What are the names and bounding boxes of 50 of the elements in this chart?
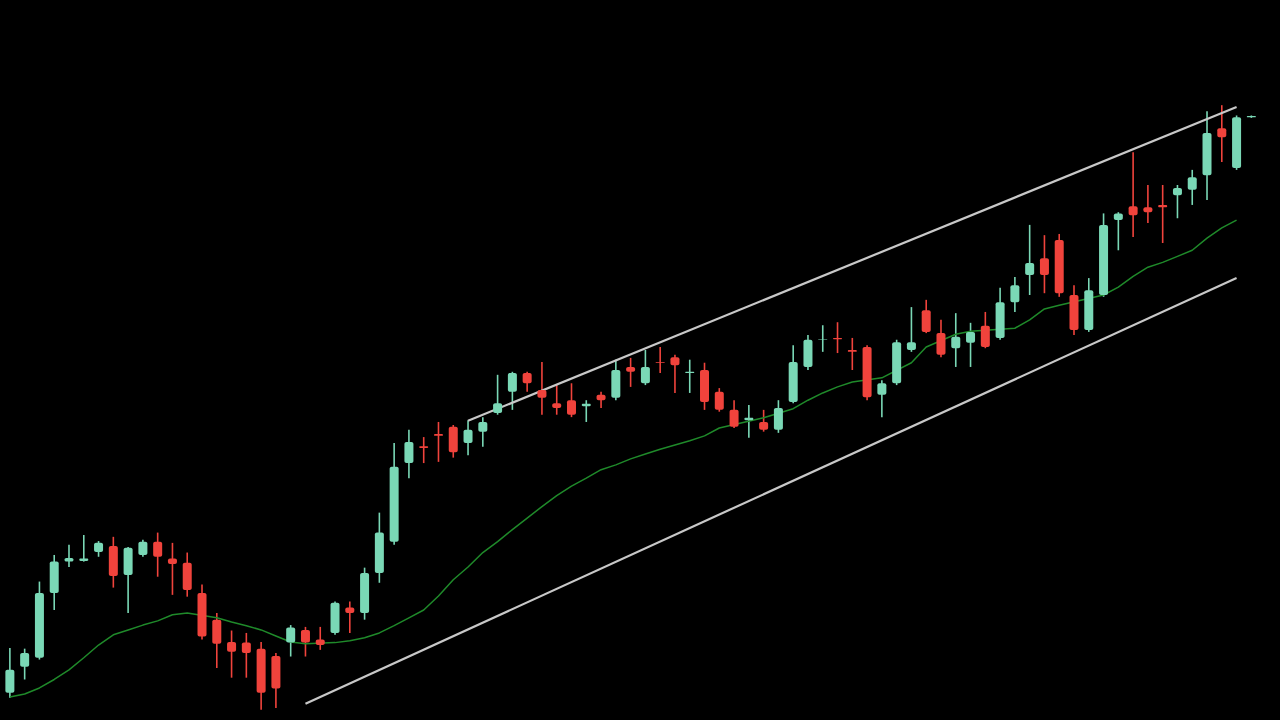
candlestick	[1128, 151, 1138, 238]
candlestick	[1113, 211, 1123, 252]
candlestick	[64, 543, 74, 568]
candlestick	[1039, 234, 1049, 294]
candlestick	[20, 647, 30, 681]
candlestick	[626, 357, 636, 388]
candlestick	[507, 370, 517, 411]
candlestick	[921, 299, 931, 334]
candlestick	[655, 346, 665, 374]
candlestick	[1158, 184, 1168, 244]
candlestick	[729, 399, 739, 429]
candlestick	[759, 409, 769, 433]
candlestick	[300, 626, 310, 658]
candlestick	[433, 421, 443, 463]
candlestick	[286, 624, 296, 658]
candlestick	[419, 436, 429, 464]
candlestick	[670, 354, 680, 394]
candlestick	[640, 349, 650, 386]
candlestick	[1217, 104, 1227, 163]
candlestick	[818, 324, 828, 353]
candlestick	[537, 361, 547, 416]
candlestick	[1010, 276, 1020, 313]
candlestick	[493, 374, 503, 416]
candlestick	[1143, 184, 1153, 224]
candlestick	[877, 379, 887, 418]
candlestick	[1172, 184, 1182, 220]
candlestick	[847, 337, 857, 371]
candlestick	[167, 542, 177, 596]
candlestick	[1187, 169, 1197, 206]
candlestick	[153, 531, 163, 578]
candlestick	[345, 600, 355, 634]
candlestick	[5, 647, 15, 699]
candlestick	[315, 626, 325, 651]
candlestick	[951, 312, 961, 368]
candlestick	[552, 384, 562, 416]
candlestick	[241, 632, 251, 679]
candlestick	[980, 311, 990, 350]
candlestick	[463, 419, 473, 457]
candlestick	[567, 382, 576, 418]
candlestick	[522, 370, 532, 393]
candlestick	[906, 306, 916, 353]
candlestick	[966, 322, 976, 368]
candlestick	[478, 416, 488, 448]
candlestick	[773, 399, 783, 434]
candlestick	[936, 319, 946, 359]
candlestick	[714, 387, 724, 413]
candlestick	[404, 429, 414, 479]
candlestick	[1025, 224, 1035, 296]
candlestick	[227, 629, 237, 679]
candlestick	[581, 399, 591, 423]
